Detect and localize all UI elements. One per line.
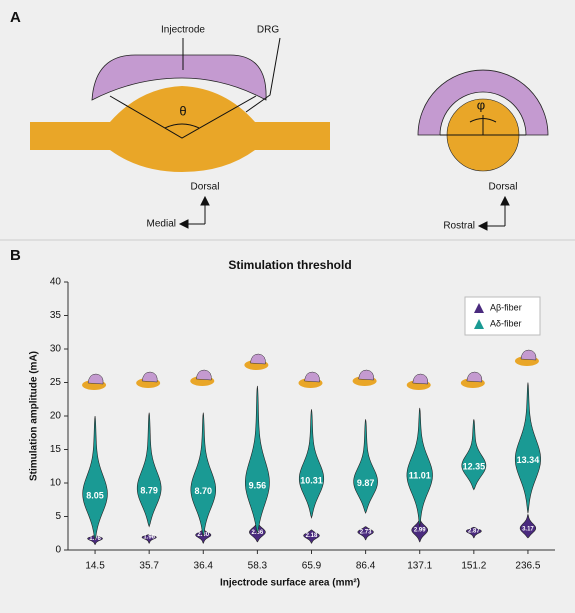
- rostral-label: Rostral: [443, 221, 475, 232]
- violin: [465, 526, 482, 539]
- chart-title: Stimulation threshold: [228, 258, 351, 272]
- drg-diagram: θ Injectrode DRG Dorsal Medial: [30, 25, 330, 230]
- x-tick-label: 137.1: [407, 561, 432, 572]
- violin: [190, 412, 217, 537]
- x-tick-label: 14.5: [85, 561, 105, 572]
- median-label: 8.70: [195, 486, 213, 496]
- y-tick-label: 35: [50, 310, 62, 321]
- median-label: 2.87: [468, 528, 480, 534]
- median-label: 13.34: [517, 455, 540, 465]
- violin: [357, 526, 374, 541]
- y-tick-label: 10: [50, 478, 62, 489]
- median-label: 3.17: [522, 526, 534, 532]
- icon-injectrode: [412, 373, 429, 385]
- icon-injectrode: [520, 349, 537, 361]
- icon-injectrode: [141, 371, 158, 383]
- cross-section: φ Dorsal Rostral: [417, 69, 549, 232]
- x-tick-label: 36.4: [194, 561, 214, 572]
- drg: [30, 86, 330, 172]
- violin: [141, 534, 157, 544]
- x-tick-label: 151.2: [461, 561, 486, 572]
- legend-marker: [474, 303, 484, 313]
- y-axis-label: Stimulation amplitude (mA): [29, 351, 40, 481]
- icon-injectrode: [250, 353, 266, 365]
- violin: [353, 419, 378, 514]
- y-tick-label: 20: [50, 411, 62, 422]
- violin: [514, 382, 541, 514]
- icon-injectrode: [358, 369, 374, 381]
- y-tick-label: 0: [55, 545, 61, 556]
- medial-label: Medial: [147, 219, 176, 230]
- violin: [461, 419, 487, 491]
- x-tick-label: 58.3: [248, 561, 268, 572]
- icon-injectrode: [87, 373, 104, 385]
- injectrode-label: Injectrode: [161, 25, 205, 36]
- y-tick-label: 5: [55, 511, 61, 522]
- median-label: 2.18: [306, 533, 318, 539]
- violin: [298, 409, 325, 519]
- injectrode: [417, 69, 549, 136]
- angle-label: θ: [179, 103, 186, 118]
- y-tick-label: 40: [50, 277, 62, 288]
- median-label: 1.96: [143, 534, 155, 540]
- y-tick-label: 15: [50, 444, 62, 455]
- angle-label: φ: [477, 97, 485, 112]
- violin: [245, 385, 270, 534]
- axes-arrows: [178, 195, 210, 229]
- panel-label: A: [10, 9, 21, 26]
- violin: [519, 513, 537, 539]
- panel-label: B: [10, 247, 21, 264]
- legend-label: Aβ-fiber: [490, 302, 522, 312]
- icon-injectrode: [466, 371, 483, 383]
- x-tick-label: 65.9: [302, 561, 322, 572]
- median-label: 2.73: [360, 529, 372, 535]
- median-label: 12.35: [463, 462, 486, 472]
- leader: [245, 37, 281, 113]
- y-tick-label: 25: [50, 377, 62, 388]
- x-tick-label: 35.7: [139, 561, 159, 572]
- median-label: 2.99: [414, 528, 426, 534]
- legend-label: Aδ-fiber: [490, 318, 522, 328]
- drg-label: DRG: [257, 25, 279, 36]
- angle-lines: [109, 95, 257, 139]
- x-tick-label: 236.5: [515, 561, 540, 572]
- angle-arc: [164, 123, 200, 129]
- y-tick-label: 30: [50, 344, 62, 355]
- legend-marker: [474, 319, 484, 329]
- x-axis-label: Injectrode surface area (mm²): [220, 578, 360, 589]
- icon-injectrode: [196, 369, 212, 381]
- injectrode: [91, 54, 267, 101]
- median-label: 9.87: [357, 478, 375, 488]
- dorsal-label: Dorsal: [191, 182, 220, 193]
- median-label: 11.01: [409, 471, 431, 481]
- dorsal-label: Dorsal: [489, 182, 518, 193]
- violin: [136, 412, 162, 528]
- median-label: 10.31: [300, 475, 323, 485]
- axes-arrows: [477, 195, 510, 231]
- x-tick-label: 86.4: [356, 561, 376, 572]
- icon-injectrode: [304, 371, 320, 383]
- median-label: 8.79: [140, 485, 158, 495]
- violin: [406, 407, 433, 527]
- median-label: 8.05: [86, 490, 104, 500]
- violin: [303, 529, 320, 544]
- violin: [82, 415, 108, 541]
- median-label: 9.56: [249, 480, 267, 490]
